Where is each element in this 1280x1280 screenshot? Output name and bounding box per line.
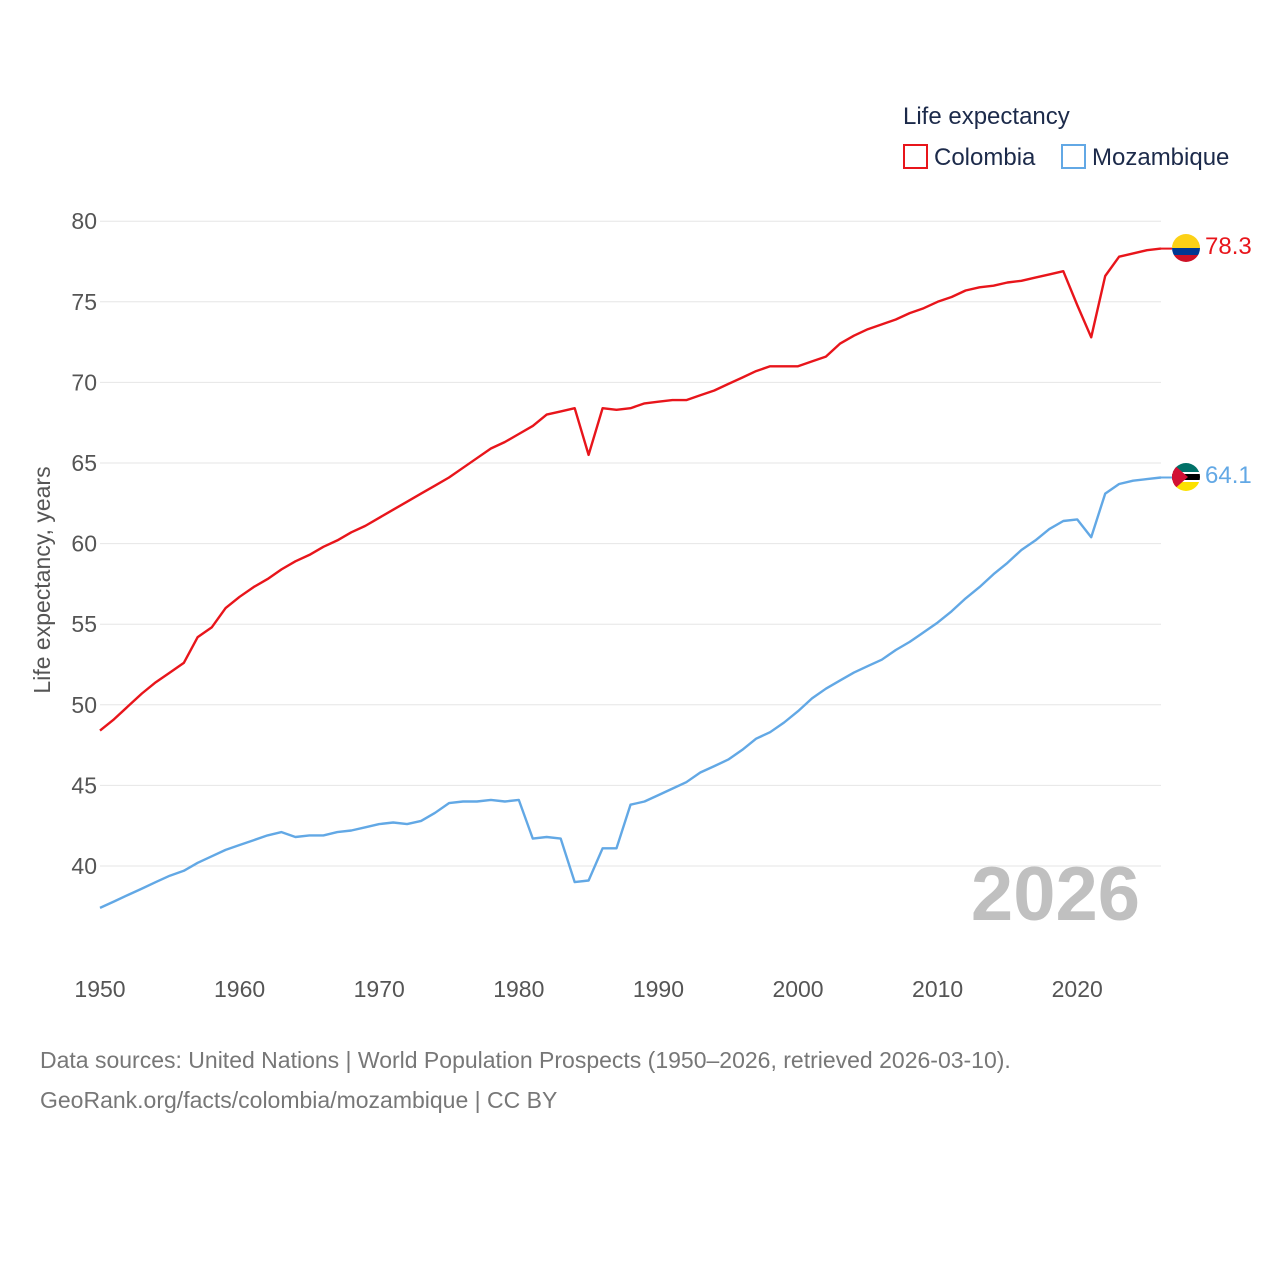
line-chart: 40 45 50 55 60 65 70 75 80 1950 1960 1970 1980 1990 2… <box>29 103 1252 1002</box>
legend: Life expectancy Colombia Mozambique <box>903 103 1229 171</box>
mozambique-flag-icon <box>1172 463 1200 491</box>
y-tick-label: 40 <box>71 853 97 879</box>
x-tick-label: 2010 <box>912 976 963 1002</box>
x-tick-label: 1980 <box>493 976 544 1002</box>
y-tick-label: 50 <box>71 692 97 718</box>
legend-swatch-mozambique[interactable] <box>1061 144 1086 169</box>
x-tick-label: 1990 <box>633 976 684 1002</box>
data-sources-text: Data sources: United Nations | World Pop… <box>40 1047 1011 1073</box>
series-line-mozambique[interactable] <box>99 476 1162 909</box>
x-tick-label: 2000 <box>772 976 823 1002</box>
legend-label-colombia[interactable]: Colombia <box>934 144 1036 171</box>
source-url-text[interactable]: GeoRank.org/facts/colombia/mozambique | … <box>40 1087 558 1113</box>
series-lines <box>99 247 1172 909</box>
x-tick-label: 1950 <box>74 976 125 1002</box>
legend-swatch-colombia[interactable] <box>903 144 928 169</box>
y-tick-label: 55 <box>71 611 97 637</box>
x-tick-label: 1970 <box>354 976 405 1002</box>
y-tick-label: 65 <box>71 450 97 476</box>
y-tick-label: 75 <box>71 289 97 315</box>
y-tick-label: 60 <box>71 531 97 557</box>
legend-label-mozambique[interactable]: Mozambique <box>1092 144 1229 171</box>
y-axis-title: Life expectancy, years <box>29 466 55 693</box>
x-tick-label: 2020 <box>1052 976 1103 1002</box>
legend-title: Life expectancy <box>903 103 1070 130</box>
y-tick-label: 70 <box>71 369 97 395</box>
year-stamp: 2026 <box>971 852 1140 937</box>
end-label-colombia: 78.3 <box>1205 233 1252 260</box>
footer: Data sources: United Nations | World Pop… <box>40 1040 1240 1120</box>
y-tick-label: 80 <box>71 208 97 234</box>
series-line-colombia[interactable] <box>99 247 1162 732</box>
gridlines <box>100 220 1161 867</box>
y-axis-ticks: 40 45 50 55 60 65 70 75 80 <box>71 208 97 879</box>
colombia-flag-icon <box>1172 234 1200 262</box>
end-label-mozambique: 64.1 <box>1205 462 1252 489</box>
x-axis-ticks: 1950 1960 1970 1980 1990 2000 2010 2020 <box>74 976 1102 1002</box>
x-tick-label: 1960 <box>214 976 265 1002</box>
y-tick-label: 45 <box>71 772 97 798</box>
